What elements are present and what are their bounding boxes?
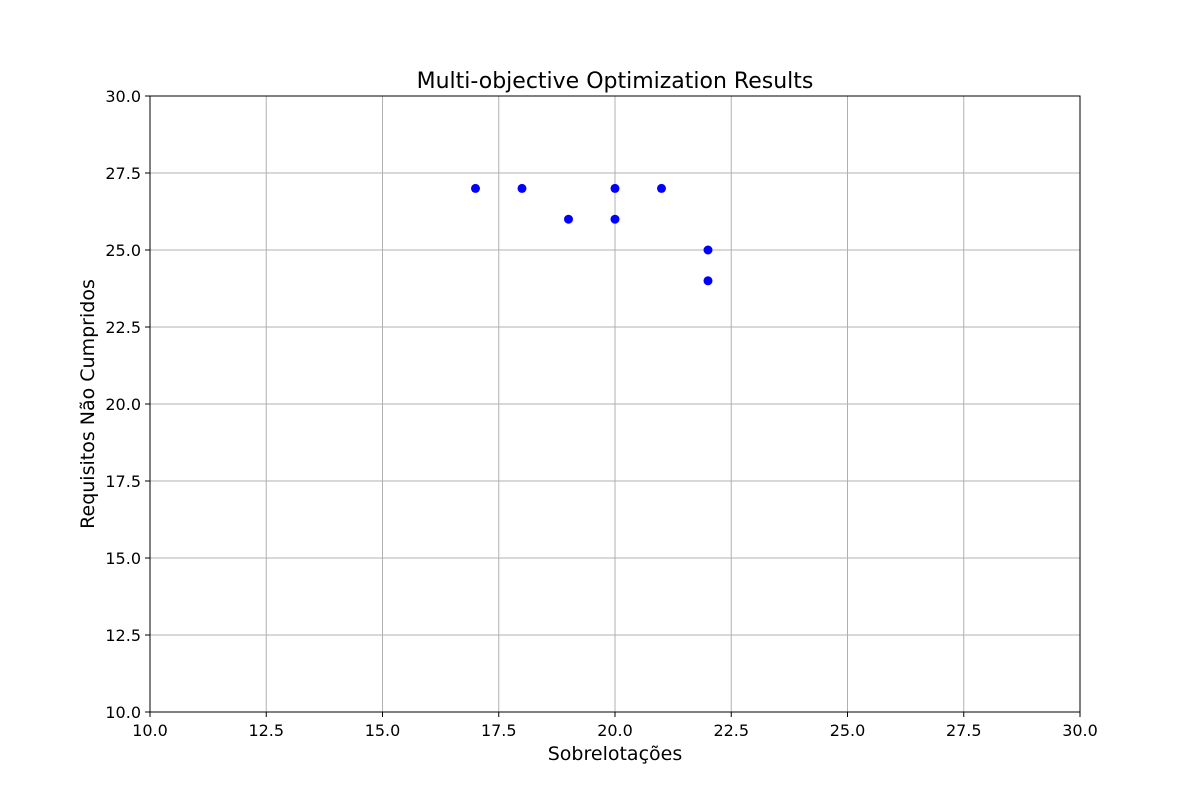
x-tick-label: 25.0 <box>830 721 866 740</box>
x-tick-label: 27.5 <box>946 721 982 740</box>
y-tick-label: 22.5 <box>105 318 141 337</box>
scatter-point <box>610 183 620 193</box>
scatter-point <box>564 214 573 224</box>
scatter-point <box>471 183 480 193</box>
y-axis-label: Requisitos Não Cumpridos <box>77 279 99 529</box>
x-axis-label: Sobrelotações <box>548 743 682 765</box>
y-tick-label: 10.0 <box>105 703 141 722</box>
y-tick-label: 17.5 <box>105 472 141 491</box>
y-tick-label: 30.0 <box>105 87 141 106</box>
x-tick-label: 20.0 <box>597 721 633 740</box>
y-tick-label: 27.5 <box>105 164 141 183</box>
y-tick-label: 20.0 <box>105 395 141 414</box>
scatter-point <box>703 245 713 255</box>
axis-ticks: 10.0 12.5 15.0 17.5 20.0 22.5 25.0 27.5 30.0 10.0… <box>105 87 1097 740</box>
scatter-point <box>657 183 666 193</box>
scatter-point <box>610 214 620 224</box>
y-tick-label: 15.0 <box>105 549 141 568</box>
x-tick-label: 17.5 <box>481 721 517 740</box>
x-tick-label: 15.0 <box>365 721 401 740</box>
x-tick-label: 22.5 <box>713 721 749 740</box>
scatter-point <box>703 276 713 286</box>
x-tick-label: 30.0 <box>1062 721 1098 740</box>
data-points <box>471 183 713 286</box>
y-tick-label: 12.5 <box>105 626 141 645</box>
chart-title: Multi-objective Optimization Results <box>417 69 814 94</box>
x-tick-label: 10.0 <box>132 721 168 740</box>
x-tick-label: 12.5 <box>248 721 284 740</box>
scatter-point <box>517 183 527 193</box>
y-tick-label: 25.0 <box>105 241 141 260</box>
